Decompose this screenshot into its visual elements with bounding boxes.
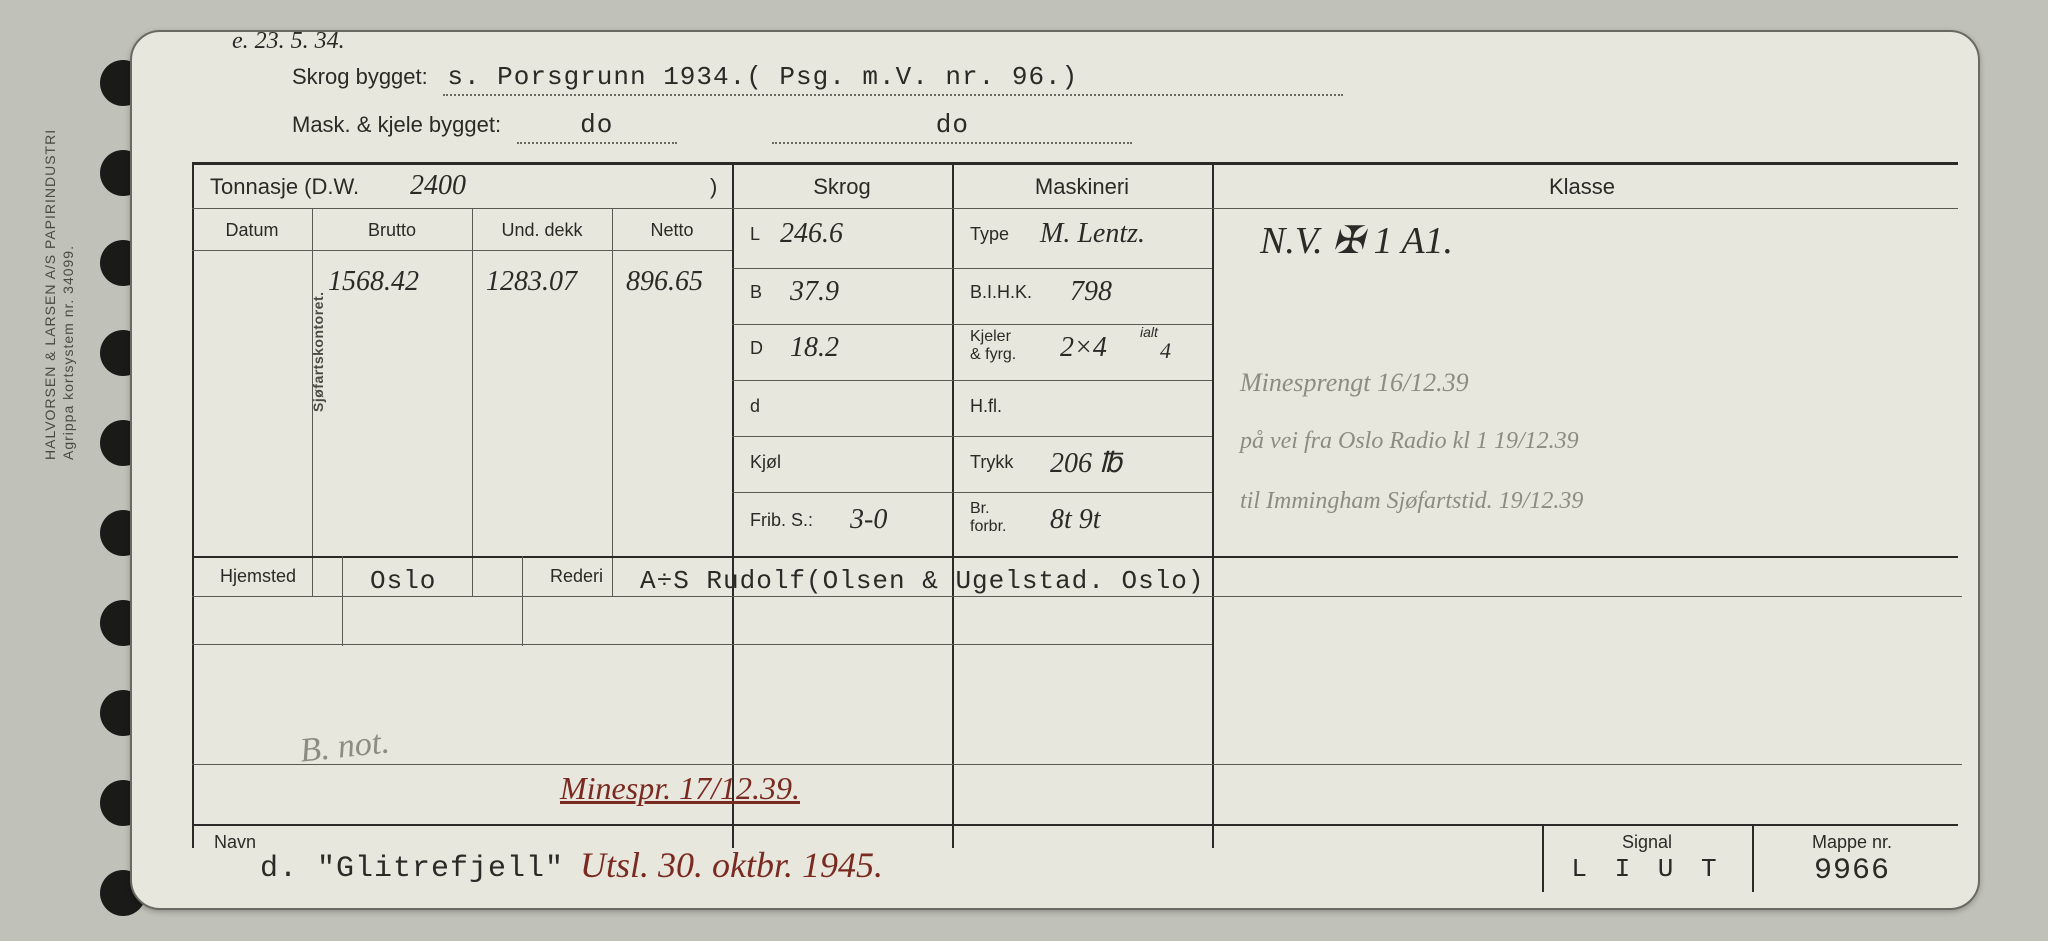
tonnasje-label: Tonnasje (D.W.: [202, 170, 367, 204]
trykk-val: 206 ℔: [1042, 442, 1130, 484]
kjol-label: Kjøl: [742, 448, 789, 477]
rederi-val: A÷S Rudolf(Olsen & Ugelstad. Oslo): [632, 562, 1213, 600]
val-und: 1283.07: [478, 262, 585, 302]
bigd-label: D: [742, 334, 771, 363]
val-brutto: 1568.42: [320, 262, 427, 302]
type-label: Type: [962, 220, 1017, 249]
ialt-val: 4: [1152, 334, 1179, 368]
index-card: Sjøfartskontoret. e. 23. 5. 34. Skrog by…: [130, 30, 1980, 910]
side-print-2: Agrippa kortsystem nr. 34099.: [60, 245, 76, 460]
mask-val-2: do: [772, 110, 1132, 144]
trykk-label: Trykk: [962, 448, 1021, 477]
navn-val: d. "Glitrefjell": [252, 848, 572, 890]
top-note: e. 23. 5. 34.: [232, 28, 345, 55]
skrog-bygget-value: s. Porsgrunn 1934.( Psg. m.V. nr. 96.): [443, 62, 1343, 96]
d-label: d: [742, 392, 768, 421]
klasse-note-1: Minesprengt 16/12.39: [1232, 364, 1477, 402]
col-brutto: Brutto: [312, 216, 472, 245]
val-netto: 896.65: [618, 262, 711, 302]
side-print-1: HALVORSEN & LARSEN A/S PAPIRINDUSTRI: [42, 129, 58, 460]
col-datum: Datum: [192, 216, 312, 245]
mask-val-1: do: [517, 110, 677, 144]
bigd-val: 18.2: [782, 328, 847, 368]
mask-kjele-label: Mask. & kjele bygget:: [292, 112, 501, 137]
rederi-label: Rederi: [542, 562, 611, 591]
kjeler-label: Kjeler & fyrg.: [962, 324, 1024, 368]
hjemsted-val: Oslo: [362, 562, 444, 600]
hfl-label: H.fl.: [962, 392, 1010, 421]
frib-val: 3-0: [842, 500, 895, 540]
red-mid-note: Minespr. 17/12.39.: [552, 766, 808, 811]
br-val: 8t 9t: [1042, 500, 1109, 540]
hjemsted-label: Hjemsted: [212, 562, 304, 591]
skrog-bygget-label: Skrog bygget:: [292, 64, 428, 89]
tonnasje-close: ): [702, 170, 725, 204]
col-netto: Netto: [612, 216, 732, 245]
klasse-note-3: til Immingham Sjøfartstid. 19/12.39: [1232, 484, 1591, 519]
l-val: 246.6: [772, 214, 851, 254]
mappe-val: 9966: [1752, 850, 1952, 892]
frib-label: Frib. S.:: [742, 506, 821, 535]
klasse-val: N.V. ✠ 1 A1.: [1252, 214, 1461, 267]
tonnasje-dw: 2400: [402, 166, 474, 206]
maskineri-title: Maskineri: [952, 170, 1212, 204]
skrog-title: Skrog: [732, 170, 952, 204]
faint-note: B. not.: [290, 719, 400, 776]
bihk-val: 798: [1062, 272, 1120, 312]
bihk-label: B.I.H.K.: [962, 278, 1040, 307]
l-label: L: [742, 220, 768, 249]
header-area: e. 23. 5. 34. Skrog bygget: s. Porsgrunn…: [212, 38, 1938, 168]
b-val: 37.9: [782, 272, 847, 312]
klasse-title: Klasse: [1212, 170, 1952, 204]
kjeler-val: 2×4: [1052, 328, 1115, 368]
main-grid: Tonnasje (D.W. 2400 ) Datum Brutto Und. …: [192, 164, 1958, 848]
klasse-note-2: på vei fra Oslo Radio kl 1 19/12.39: [1232, 424, 1587, 459]
col-und: Und. dekk: [472, 216, 612, 245]
signal-val: L I U T: [1542, 850, 1752, 888]
b-label: B: [742, 278, 770, 307]
br-label: Br. forbr.: [962, 496, 1014, 540]
red-footer-note: Utsl. 30. oktbr. 1945.: [572, 840, 891, 890]
type-val: M. Lentz.: [1032, 214, 1153, 254]
